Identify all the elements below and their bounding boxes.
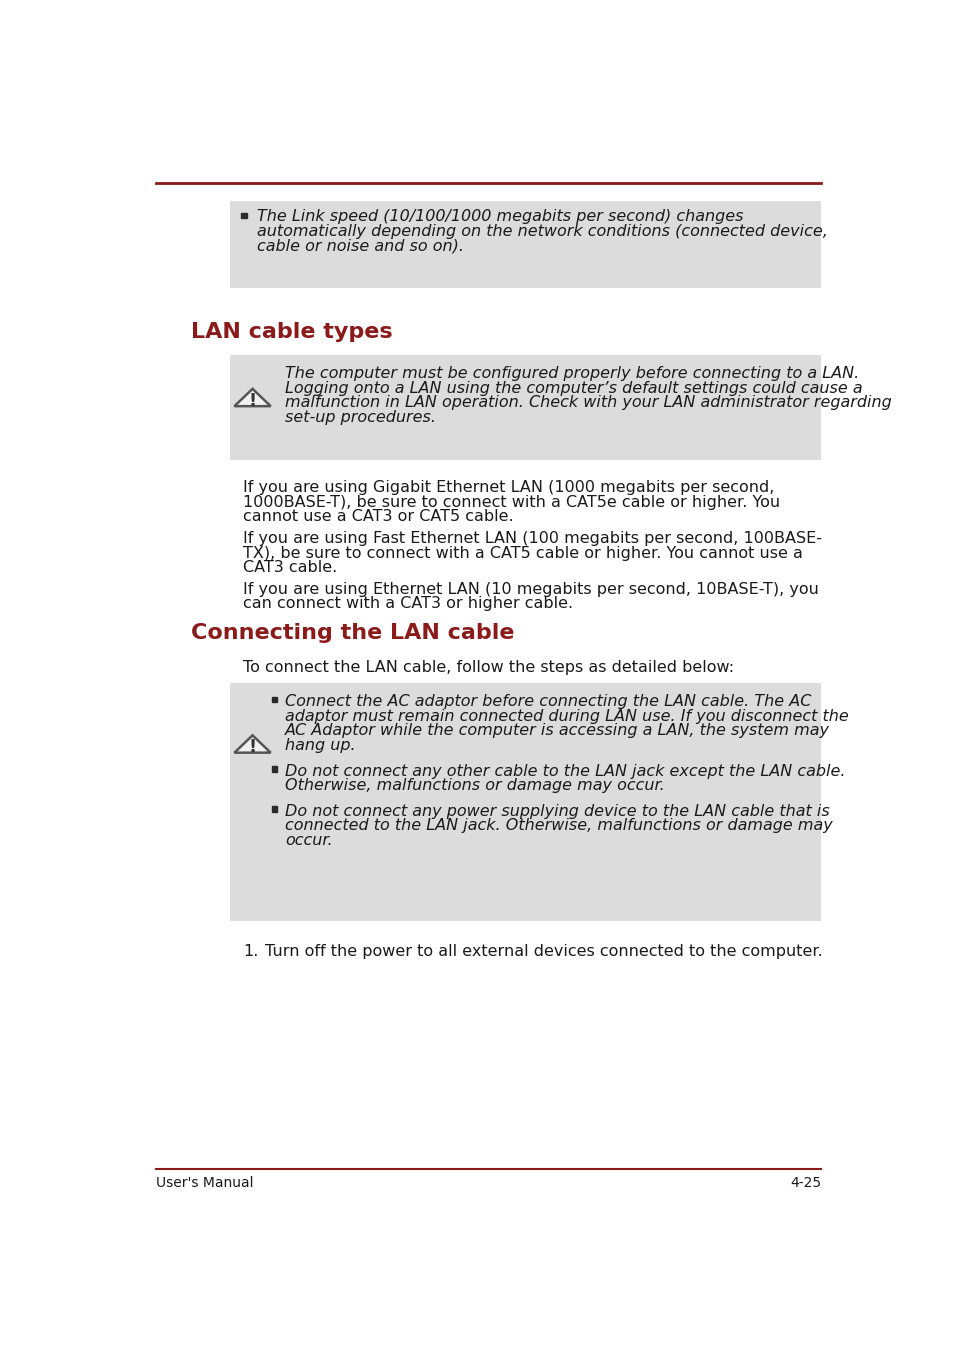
- Text: AC Adaptor while the computer is accessing a LAN, the system may: AC Adaptor while the computer is accessi…: [285, 724, 829, 738]
- Text: connected to the LAN jack. Otherwise, malfunctions or damage may: connected to the LAN jack. Otherwise, ma…: [285, 818, 832, 833]
- Bar: [272, 697, 276, 702]
- Text: automatically depending on the network conditions (connected device,: automatically depending on the network c…: [257, 223, 827, 239]
- Bar: [241, 213, 247, 218]
- Text: !: !: [248, 738, 256, 756]
- Bar: [272, 806, 276, 811]
- Text: hang up.: hang up.: [285, 738, 355, 753]
- Polygon shape: [234, 736, 271, 753]
- Text: 4-25: 4-25: [789, 1177, 821, 1190]
- Text: LAN cable types: LAN cable types: [192, 321, 393, 342]
- Text: Turn off the power to all external devices connected to the computer.: Turn off the power to all external devic…: [265, 944, 821, 959]
- Text: Do not connect any power supplying device to the LAN cable that is: Do not connect any power supplying devic…: [285, 803, 829, 819]
- Text: can connect with a CAT3 or higher cable.: can connect with a CAT3 or higher cable.: [243, 596, 573, 612]
- Text: 1000BASE-T), be sure to connect with a CAT5e cable or higher. You: 1000BASE-T), be sure to connect with a C…: [243, 495, 780, 510]
- Text: !: !: [248, 391, 256, 410]
- Text: If you are using Ethernet LAN (10 megabits per second, 10BASE-T), you: If you are using Ethernet LAN (10 megabi…: [243, 582, 819, 597]
- Text: cable or noise and so on).: cable or noise and so on).: [257, 238, 464, 253]
- Text: CAT3 cable.: CAT3 cable.: [243, 561, 337, 576]
- Text: 1.: 1.: [243, 944, 258, 959]
- FancyBboxPatch shape: [230, 683, 820, 920]
- Bar: [272, 767, 276, 772]
- Text: User's Manual: User's Manual: [156, 1177, 253, 1190]
- FancyBboxPatch shape: [230, 202, 820, 288]
- Polygon shape: [234, 389, 271, 406]
- Text: The computer must be configured properly before connecting to a LAN.: The computer must be configured properly…: [285, 366, 859, 381]
- Text: set-up procedures.: set-up procedures.: [285, 410, 436, 425]
- FancyBboxPatch shape: [230, 355, 820, 460]
- Text: occur.: occur.: [285, 833, 333, 847]
- Text: cannot use a CAT3 or CAT5 cable.: cannot use a CAT3 or CAT5 cable.: [243, 510, 514, 525]
- Text: Connecting the LAN cable: Connecting the LAN cable: [192, 623, 515, 643]
- Text: If you are using Gigabit Ethernet LAN (1000 megabits per second,: If you are using Gigabit Ethernet LAN (1…: [243, 480, 774, 495]
- Text: malfunction in LAN operation. Check with your LAN administrator regarding: malfunction in LAN operation. Check with…: [285, 395, 891, 410]
- Text: If you are using Fast Ethernet LAN (100 megabits per second, 100BASE-: If you are using Fast Ethernet LAN (100 …: [243, 531, 821, 546]
- Text: Logging onto a LAN using the computer’s default settings could cause a: Logging onto a LAN using the computer’s …: [285, 381, 862, 395]
- Text: adaptor must remain connected during LAN use. If you disconnect the: adaptor must remain connected during LAN…: [285, 709, 848, 724]
- Text: The Link speed (10/100/1000 megabits per second) changes: The Link speed (10/100/1000 megabits per…: [257, 208, 743, 225]
- Text: Otherwise, malfunctions or damage may occur.: Otherwise, malfunctions or damage may oc…: [285, 779, 664, 794]
- Text: To connect the LAN cable, follow the steps as detailed below:: To connect the LAN cable, follow the ste…: [243, 660, 734, 675]
- Text: Do not connect any other cable to the LAN jack except the LAN cable.: Do not connect any other cable to the LA…: [285, 764, 844, 779]
- Text: Connect the AC adaptor before connecting the LAN cable. The AC: Connect the AC adaptor before connecting…: [285, 694, 811, 709]
- Text: TX), be sure to connect with a CAT5 cable or higher. You cannot use a: TX), be sure to connect with a CAT5 cabl…: [243, 546, 802, 561]
